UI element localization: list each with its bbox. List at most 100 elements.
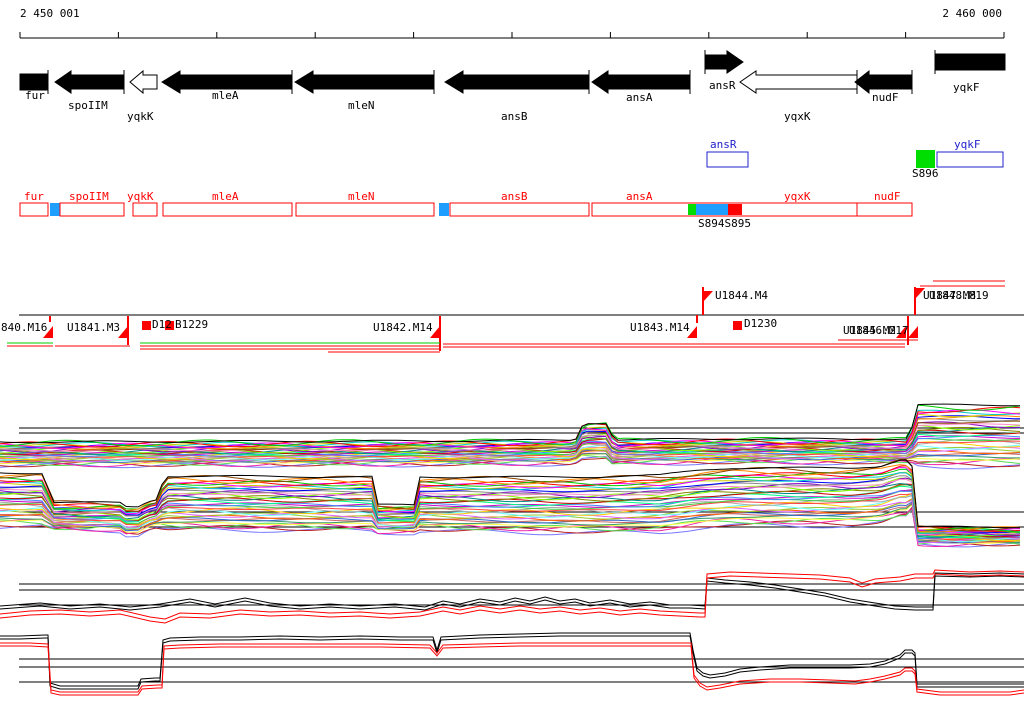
probe-signal-line	[0, 409, 1021, 449]
gene-arrow-fur[interactable]	[19, 73, 49, 91]
probe-signal-line	[0, 465, 1021, 532]
segment-marker-square[interactable]	[733, 321, 742, 330]
probe-signal-line	[0, 493, 1021, 540]
operon-box-ansA-yqxK-nudF[interactable]	[591, 202, 913, 217]
segment-marker-square[interactable]	[142, 321, 151, 330]
operon-feature-S895-red[interactable]	[728, 204, 742, 215]
operon-label-yqxK: yqxK	[784, 190, 811, 203]
operon-feature-segment-start-1[interactable]	[50, 203, 60, 216]
segment-end-triangle[interactable]	[687, 326, 697, 338]
probe-signal-line	[0, 403, 1020, 444]
probe-signal-line	[0, 423, 1021, 452]
gene-label-yqkK: yqkK	[127, 110, 154, 123]
signal-line-black-red-panel-1	[0, 572, 1024, 608]
operon-box-mleA[interactable]	[162, 202, 293, 217]
operon-box-ansB[interactable]	[449, 202, 590, 217]
yqkF-box[interactable]	[936, 151, 1004, 168]
operon-label-yqkK: yqkK	[127, 190, 154, 203]
S896-box[interactable]	[916, 150, 935, 168]
probe-signal-line	[0, 497, 1021, 543]
operon-feature-segment-start-2[interactable]	[439, 203, 449, 216]
segment-label-U1842-M14[interactable]: U1842.M14	[373, 321, 433, 334]
annotation-label-S896[interactable]: S896	[912, 167, 939, 180]
operon-box-fur[interactable]	[19, 202, 49, 217]
segment-label-U1843-M14[interactable]: U1843.M14	[630, 321, 690, 334]
probe-signal-line	[0, 503, 1021, 544]
segment-label-U1847-M8[interactable]: U1847.M8	[923, 289, 976, 302]
probe-signal-line	[0, 409, 1021, 448]
segment-flag-triangle[interactable]	[703, 291, 713, 302]
signal-line-black-red-panel-2	[0, 632, 1024, 687]
probe-signal-line	[0, 459, 1020, 529]
segment-label-D12[interactable]: D12	[152, 318, 172, 331]
operon-feature-S894-green[interactable]	[688, 204, 696, 215]
gene-label-nudF: nudF	[872, 91, 899, 104]
gene-label-yqkF: yqkF	[953, 81, 980, 94]
signal-line-black-red-panel-2	[0, 635, 1024, 690]
segment-label-U1846-M17[interactable]: U1846.M17	[849, 324, 909, 337]
signal-line-black-red-panel-1	[0, 569, 1024, 620]
segment-label-B1229[interactable]: B1229	[175, 318, 209, 331]
signal-line-black-red-panel-2	[0, 645, 1024, 696]
gene-arrow-nudF[interactable]	[854, 69, 913, 95]
probe-signal-line	[0, 477, 1021, 537]
probe-signal-line	[0, 498, 1021, 542]
gene-label-fur: fur	[25, 89, 45, 102]
probe-signal-line	[0, 477, 1021, 536]
gene-label-spoIIM: spoIIM	[68, 99, 108, 112]
probe-signal-line	[0, 471, 1021, 533]
operon-feature-S894-S895-blue[interactable]	[696, 204, 728, 215]
segment-label-U1844-M4[interactable]: U1844.M4	[715, 289, 768, 302]
segment-marker-square[interactable]	[165, 321, 174, 330]
operon-label-mleA: mleA	[212, 190, 239, 203]
annotation-label-yqkF[interactable]: yqkF	[954, 138, 981, 151]
probe-signal-line	[0, 506, 1021, 547]
gene-label-mleA: mleA	[212, 89, 239, 102]
segment-label-U1840-M16[interactable]: 840.M16	[1, 321, 48, 334]
operon-box-yqkK[interactable]	[132, 202, 158, 217]
probe-signal-line	[0, 458, 1021, 532]
gene-arrow-yqxK[interactable]	[739, 70, 858, 94]
ansR-box[interactable]	[706, 151, 749, 168]
gene-arrow-ansB[interactable]	[444, 70, 590, 94]
segment-label-U1841-M3[interactable]: U1841.M3	[67, 321, 120, 334]
signal-line-black-red-panel-1	[0, 573, 1024, 624]
segment-label-U1848-M19[interactable]: U1848.M19	[929, 289, 989, 302]
operon-label-fur: fur	[24, 190, 44, 203]
probe-signal-line	[0, 404, 1021, 447]
probe-signal-line	[0, 478, 1021, 536]
operon-box-mleN[interactable]	[295, 202, 435, 217]
segment-end-triangle[interactable]	[118, 326, 128, 338]
gene-arrow-mleN[interactable]	[294, 70, 435, 94]
segment-end-triangle[interactable]	[908, 326, 918, 338]
probe-signal-line	[0, 492, 1021, 542]
gene-arrow-yqkK[interactable]	[129, 69, 158, 95]
segment-end-triangle[interactable]	[43, 326, 53, 338]
segment-end-triangle[interactable]	[430, 326, 440, 338]
segment-label-D1230[interactable]: D1230	[744, 317, 778, 330]
segment-end-triangle[interactable]	[896, 326, 906, 338]
annotation-label-ansR[interactable]: ansR	[710, 138, 737, 151]
gene-arrow-ansR[interactable]	[704, 50, 744, 74]
operon-label-nudF: nudF	[874, 190, 901, 203]
ruler-start-coordinate: 2 450 001	[20, 7, 80, 20]
feature-label-S894-S895[interactable]: S894S895	[698, 217, 751, 230]
gene-arrow-spoIIM[interactable]	[54, 70, 125, 94]
gene-label-ansB: ansB	[501, 110, 528, 123]
operon-label-spoIIM: spoIIM	[69, 190, 109, 203]
gene-arrow-mleA[interactable]	[161, 70, 293, 94]
operon-label-mleN: mleN	[348, 190, 375, 203]
segment-flag-triangle[interactable]	[915, 288, 925, 299]
operon-label-ansA: ansA	[626, 190, 653, 203]
signal-line-black-red-panel-1	[0, 575, 1024, 611]
operon-box-spoIIM[interactable]	[59, 202, 125, 217]
ruler-end-coordinate: 2 460 000	[942, 7, 1002, 20]
gene-arrow-ansA[interactable]	[591, 70, 691, 94]
gene-arrow-yqkF[interactable]	[934, 53, 1006, 71]
probe-signal-line	[0, 472, 1021, 534]
gene-label-ansA: ansA	[626, 91, 653, 104]
probe-signal-line	[0, 475, 1020, 535]
operon-label-ansB: ansB	[501, 190, 528, 203]
segment-label-U1845-M2[interactable]: U1845.M2	[843, 324, 896, 337]
